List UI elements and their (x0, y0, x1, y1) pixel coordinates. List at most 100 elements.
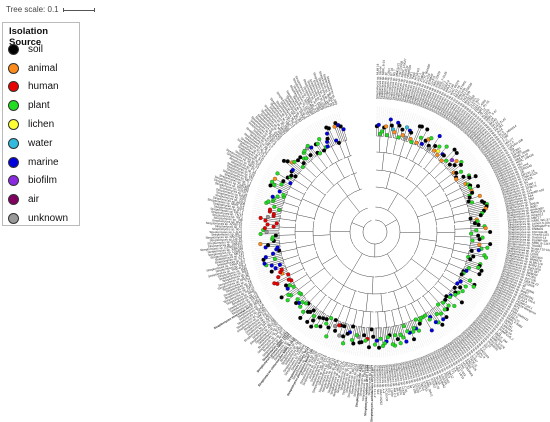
tip-marker-marine (325, 144, 330, 149)
tip-marker-soil (458, 285, 463, 290)
leaf-label: Streptomyces sp. SID5 (216, 190, 247, 201)
tip-marker-human (265, 222, 270, 227)
leaf-label: Streptomyces sp. DI166 (506, 248, 539, 256)
tip-marker-plant (277, 207, 282, 212)
tip-marker-soil (298, 315, 303, 320)
tip-marker-plant (317, 137, 322, 142)
leaf-label: Streptomyces sp. MZ04 (394, 363, 403, 395)
tip-marker-plant (317, 151, 322, 156)
leaf-label: Streptomyces sp. AZ1 (215, 253, 245, 262)
legend-item-lichen: lichen (3, 115, 79, 134)
tip-marker-plant (324, 334, 329, 339)
leaf-label: Streptomyces sp. 80-5 (212, 227, 242, 232)
tip-marker-soil (412, 337, 417, 342)
clade-arc (358, 310, 374, 313)
tip-marker-animal (258, 242, 263, 247)
tip-marker-plant (285, 298, 290, 303)
tip-marker-plant (297, 291, 302, 296)
tip-marker-plant (471, 284, 476, 289)
leaf-label: Streptomyces sp. ID05-A0 (207, 239, 243, 245)
tip-marker-soil (279, 295, 284, 300)
tip-marker-plant (447, 295, 452, 300)
tip-marker-marine (271, 251, 276, 256)
tip-marker-animal (414, 140, 419, 145)
tip-marker-soil (318, 324, 323, 329)
legend-label-biofilm: biofilm (28, 175, 57, 187)
tip-marker-plant (304, 156, 309, 161)
legend-items: soil animal human plant lichen water marine bio… (3, 40, 79, 228)
tip-marker-plant (483, 255, 489, 260)
tip-marker-plant (470, 238, 475, 243)
tip-marker-marine (275, 245, 280, 250)
tip-marker-soil (351, 324, 356, 329)
tip-marker-marine (334, 138, 339, 143)
tip-marker-human (258, 215, 263, 220)
tip-marker-plant (390, 342, 395, 347)
legend-item-unknown: unknown (3, 209, 79, 228)
leaf-label: Streptomyces sp. A-4 (380, 365, 386, 394)
tip-marker-marine (419, 141, 424, 146)
tree-tips (258, 117, 493, 350)
legend-item-water: water (3, 134, 79, 153)
tip-marker-plant (466, 266, 471, 271)
tip-marker-marine (341, 127, 346, 132)
tip-marker-soil (269, 269, 274, 274)
tip-marker-human (267, 207, 273, 212)
legend-item-marine: marine (3, 153, 79, 172)
clade-arc (435, 179, 445, 193)
tip-marker-plant (463, 284, 468, 289)
tip-marker-plant (286, 292, 291, 297)
tip-marker-soil (289, 173, 294, 178)
tip-marker-animal (272, 176, 278, 181)
tip-marker-marine (455, 281, 460, 286)
tip-marker-plant (380, 343, 385, 349)
tip-marker-animal (454, 159, 459, 164)
tip-marker-soil (473, 174, 478, 179)
tip-marker-soil (325, 136, 330, 141)
leaf-label: Streptomyces sp. e14 (503, 188, 532, 199)
tip-marker-plant (458, 169, 464, 174)
tip-marker-plant (292, 159, 297, 164)
tip-marker-soil (342, 324, 347, 329)
leaf-label: Streptomyces sp. CB02488 (361, 364, 368, 401)
tip-marker-plant (270, 179, 275, 184)
tip-marker-lichen (436, 149, 441, 154)
leaf-label: Streptomyces sp. 788 (213, 216, 243, 223)
legend-item-soil: soil (3, 40, 79, 59)
tip-marker-human (271, 212, 276, 217)
legend-item-air: air (3, 190, 79, 209)
leaf-label: Streptomyces sp. CcalMP-8W (508, 237, 548, 243)
leaf-label: Streptomyces sp. 8K308 (213, 195, 246, 206)
leaf-label: Streptomyces sp. NRRL B-1347 (508, 239, 550, 246)
tip-marker-plant (315, 141, 320, 146)
tip-marker-unknown (264, 229, 269, 235)
tip-marker-animal (439, 158, 444, 163)
tip-marker-plant (304, 301, 309, 306)
tip-marker-animal (477, 242, 482, 247)
tip-marker-animal (392, 130, 397, 135)
tip-marker-plant (476, 265, 481, 270)
tip-marker-human (274, 221, 279, 226)
tip-marker-soil (467, 175, 472, 180)
leaf-label: Streptomyces sp. ADI92-24 (505, 257, 542, 269)
leaf-label: Streptomyces sp. 4F (382, 72, 388, 100)
leaf-label: Streptomyces sp. AM 2-3 (389, 364, 397, 398)
tip-marker-plant (384, 133, 389, 138)
tip-marker-soil (475, 184, 481, 189)
tip-marker-plant (396, 135, 401, 140)
tip-marker-unknown (337, 333, 342, 338)
legend-swatch-animal (8, 62, 19, 74)
tip-marker-soil (444, 315, 449, 320)
tip-marker-soil (295, 158, 301, 163)
tip-marker-plant (275, 171, 280, 176)
legend-swatch-soil (8, 43, 19, 55)
tip-marker-animal (384, 124, 389, 129)
tip-marker-plant (444, 144, 449, 149)
tip-marker-soil (266, 243, 271, 248)
leaf-label: Streptomyces sp. 4R-3d (392, 363, 400, 396)
tip-marker-marine (270, 194, 275, 199)
tip-marker-soil (478, 213, 483, 218)
leaf-label: Streptomyces sp. WT19 (358, 364, 365, 397)
tip-marker-marine (476, 248, 481, 253)
